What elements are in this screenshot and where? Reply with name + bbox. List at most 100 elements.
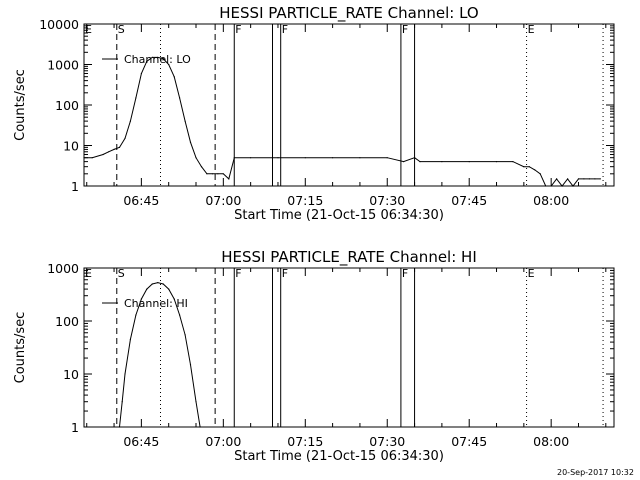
panel1-data-point [523,166,525,168]
panel1-y-axis-label: Counts/sec [13,69,28,141]
panel2-x-axis-label: Start Time (21-Oct-15 06:34:30) [234,449,444,464]
panel2-data-point [124,373,126,375]
panel2-x-tick-label: 07:00 [205,434,241,449]
panel1-data-point [206,173,208,175]
panel1-data-point [173,76,175,78]
panel1-data-point [359,157,361,159]
panel2-y-tick-label: 100 [55,314,79,329]
panel1-y-tick-label: 10 [63,139,79,154]
panel2-chart-title: HESSI PARTICLE_RATE Channel: HI [221,248,477,267]
panel1-data-point [135,97,137,99]
panel1-event-marker-label: F [235,23,241,36]
panel1-data-point [140,72,142,75]
panel1-data-point [195,157,197,159]
panel1-data-point [441,161,443,163]
panel1-data-point [233,157,235,159]
panel2-y-tick-label: 10 [63,367,79,382]
panel1-x-tick-label: 07:15 [287,193,323,208]
panel2-data-point [121,401,123,403]
panel1-data-point [512,161,514,163]
panel1-event-marker-label: S [118,23,125,36]
panel1-data-point [577,178,580,180]
panel1-data-point [545,185,547,187]
panel1-data-point [386,157,388,159]
panel1-series-line [84,56,601,187]
panel2-legend-label: Channel: HI [124,297,188,310]
panel1-y-tick-label: 100 [55,98,79,113]
panel1-y-tick-label: 10000 [39,17,79,32]
panel1-data-point [304,157,306,159]
timestamp-label: 20-Sep-2017 10:32 [557,468,634,477]
panel2-data-point [140,298,142,300]
panel1-legend-label: Channel: LO [124,53,191,66]
panel2-data-point [189,364,192,366]
panel2-data-point [146,288,148,290]
panel1-data-point [572,185,574,187]
panel2-y-axis-label: Counts/sec [13,312,28,384]
panel1-data-point [332,157,334,159]
panel1-data-point [184,120,186,122]
panel2-event-marker-label: E [528,267,535,280]
panel2-data-point [184,334,186,336]
panel1-x-axis-label: Start Time (21-Oct-15 06:34:30) [234,208,444,223]
panel1-event-marker-label: E [85,23,92,36]
panel2-data-point [118,426,121,428]
panel2-x-tick-label: 07:30 [369,434,405,449]
panel1-data-point [217,173,219,175]
panel2-data-point [135,314,137,316]
panel1-data-point [200,166,203,168]
panel1-chart-title: HESSI PARTICLE_RATE Channel: LO [219,4,478,23]
panel1-data-point [567,178,569,180]
panel2-data-point [199,426,201,428]
panel1-data-point [228,178,230,180]
panel1-data-point [124,137,126,139]
panel1-data-point [588,178,591,180]
panel2-data-point [151,283,153,285]
panel2-plot-frame [83,267,615,428]
panel1-y-tick-label: 1000 [47,58,79,73]
panel1-x-tick-label: 07:00 [205,193,241,208]
panel1-data-point [168,63,170,66]
panel1-data-point [83,157,85,159]
panel1-data-point [146,60,148,62]
panel2-data-point [173,298,175,300]
panel1-data-point [534,169,536,171]
panel2-event-marker-label: F [235,267,241,280]
panel1-data-point [118,146,121,148]
panel2-data-point [179,314,181,316]
panel1-event-marker-label: F [282,23,288,36]
panel1-data-point [129,120,131,122]
panel1-x-tick-label: 07:30 [369,193,405,208]
panel1-data-point [403,161,405,163]
panel1-data-point [151,56,153,59]
panel2-event-marker-label: S [118,267,125,280]
panel2-event-marker-label: F [282,267,288,280]
panel2-x-tick-label: 07:15 [287,434,323,449]
panel1-data-point [550,185,552,187]
panel1-data-point [414,157,416,159]
panel1-data-point [539,173,541,175]
panel1-data-point [157,56,159,59]
panel2-event-marker-label: F [402,267,408,280]
panel1-data-point [583,178,585,180]
panel1-event-marker-label: F [402,23,408,36]
panel1-data-point [468,161,470,163]
panel2-event-marker-label: E [85,267,92,280]
panel2-x-tick-label: 08:00 [533,434,569,449]
panel1-data-point [108,151,110,153]
panel1-y-tick-label: 1 [71,179,79,194]
panel2-data-point [157,282,159,284]
panel1-x-tick-label: 06:45 [123,193,159,208]
panel2-y-tick-label: 1000 [47,261,79,276]
panel1-data-point [561,185,563,187]
panel1-x-tick-label: 08:00 [533,193,569,208]
panel1-event-marker-label: E [528,23,535,36]
panel1-data-point [594,178,596,180]
panel2-data-point [195,401,197,403]
panel1-data-point [250,157,252,159]
panel1-data-point [277,157,279,159]
panel2-data-point [129,338,131,340]
panel1-data-point [189,141,192,143]
panel2-data-point [168,288,170,290]
